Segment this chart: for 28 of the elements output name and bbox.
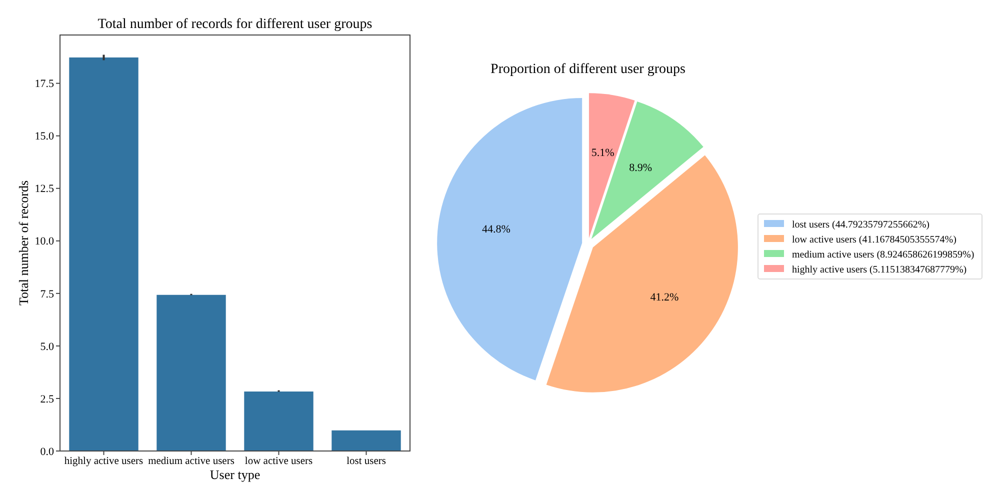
- data-label: 41.2%: [650, 292, 679, 304]
- y-tick-label: 2.5: [40, 393, 54, 406]
- chart-title: Total number of records for different user groups: [98, 17, 372, 32]
- bar: [330, 430, 402, 452]
- x-tick-label: highly active users: [64, 456, 144, 467]
- x-tick-label: low active users: [244, 456, 313, 467]
- data-label: 8.9%: [629, 162, 652, 174]
- y-tick-label: 7.5: [40, 288, 54, 300]
- y-tick-label: 5.0: [40, 340, 54, 353]
- bar: [156, 294, 227, 452]
- legend-label: low active users (41.16784505355574%): [792, 234, 956, 246]
- y-tick-label: 17.5: [34, 78, 54, 90]
- bar: [68, 56, 140, 452]
- y-axis-title: Total number of records: [16, 180, 31, 306]
- x-tick-label: medium active users: [148, 456, 234, 467]
- data-label: 44.8%: [482, 224, 510, 236]
- legend-label: highly active users (5.115138347687779%): [792, 264, 967, 276]
- bar: [243, 390, 314, 452]
- legend-label: lost users (44.79235797255662%): [792, 220, 930, 230]
- y-tick-label: 0.0: [40, 446, 54, 458]
- y-tick-label: 10.0: [34, 236, 54, 248]
- y-tick-label: 15.0: [34, 130, 54, 143]
- x-axis-title: User type: [210, 467, 260, 482]
- y-tick-label: 12.5: [34, 183, 54, 196]
- x-tick-label: lost users: [346, 456, 386, 467]
- chart-title: Proportion of different user groups: [490, 62, 686, 77]
- data-label: 5.1%: [591, 147, 614, 160]
- legend-label: medium active users (8.924658626199859%): [792, 250, 974, 260]
